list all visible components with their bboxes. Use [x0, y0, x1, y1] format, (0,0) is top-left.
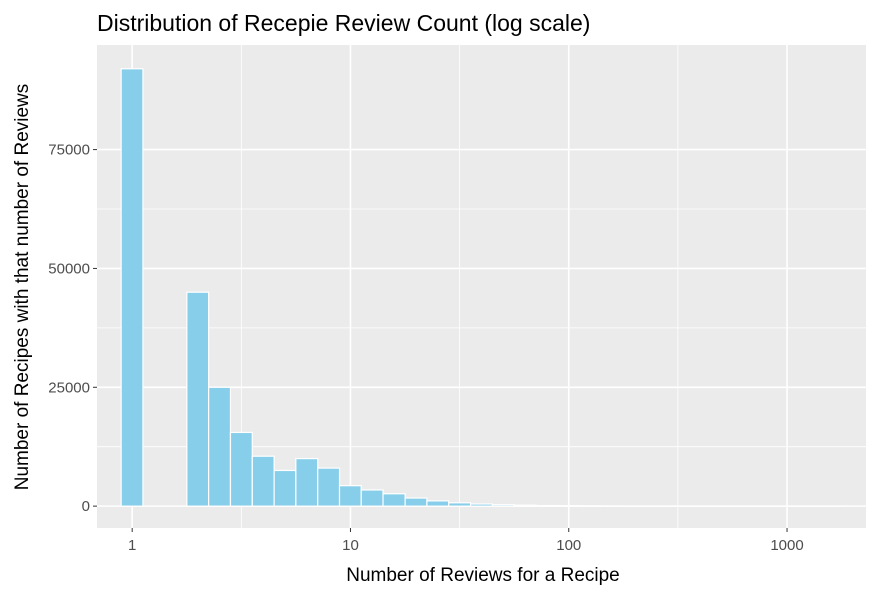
- y-axis: 0 25000 50000 75000: [48, 142, 97, 515]
- x-tick-label: 1000: [770, 537, 803, 554]
- histogram-bar: [491, 504, 515, 507]
- chart-title: Distribution of Recepie Review Count (lo…: [97, 10, 590, 36]
- histogram-bars: [120, 68, 843, 507]
- histogram-bar: [448, 502, 472, 507]
- histogram-bar: [404, 497, 428, 507]
- y-tick-label: 50000: [48, 260, 90, 277]
- x-axis-title: Number of Reviews for a Recipe: [346, 565, 620, 586]
- histogram-bar: [338, 485, 362, 507]
- histogram-bar: [208, 386, 232, 507]
- histogram-bar: [251, 455, 275, 507]
- histogram-bar: [426, 500, 450, 507]
- histogram-bar: [360, 489, 384, 507]
- histogram-bar: [273, 469, 297, 507]
- x-tick-label: 1: [128, 537, 136, 554]
- y-axis-title: Number of Recipes with that number of Re…: [12, 84, 33, 491]
- histogram-bar: [295, 457, 319, 507]
- histogram-bar: [535, 504, 559, 507]
- x-tick-label: 100: [556, 537, 581, 554]
- histogram-bar: [317, 467, 341, 507]
- x-axis: 1 10 100 1000: [128, 528, 804, 554]
- y-tick-label: 75000: [48, 142, 90, 159]
- histogram-bar: [229, 431, 253, 507]
- y-tick-label: 25000: [48, 379, 90, 396]
- histogram-bar: [469, 503, 494, 507]
- histogram-bar: [513, 504, 537, 507]
- histogram-bar: [382, 493, 406, 507]
- histogram-bar: [120, 68, 144, 507]
- histogram-bar: [186, 291, 210, 507]
- x-tick-label: 10: [342, 537, 359, 554]
- y-tick-label: 0: [82, 498, 90, 515]
